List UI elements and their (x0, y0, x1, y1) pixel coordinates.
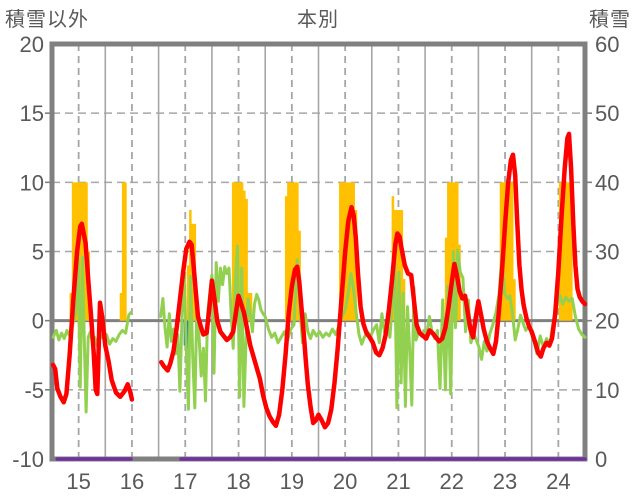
sunshine-bar (449, 182, 452, 321)
x-axis-tick-label: 23 (493, 469, 517, 494)
sunshine-bar (447, 182, 450, 321)
sunshine-bar (510, 182, 514, 321)
sunshine-bar (78, 182, 82, 321)
right-axis-tick-label: 40 (595, 170, 619, 195)
sunshine-bar (287, 182, 290, 321)
sunshine-bar (567, 182, 571, 321)
sunshine-bar (296, 182, 299, 321)
x-axis-tick-label: 16 (120, 469, 144, 494)
sunshine-bar (565, 182, 569, 321)
left-axis-tick-label: 15 (20, 101, 44, 126)
left-axis-tick-label: 10 (20, 170, 44, 195)
temperature-line (50, 131, 588, 430)
sunshine-bar (499, 182, 503, 321)
x-axis-tick-label: 19 (280, 469, 304, 494)
sunshine-bar (249, 293, 253, 321)
sunshine-bar (570, 182, 573, 321)
sunshine-bar (444, 237, 448, 321)
sunshine-bar (563, 182, 566, 321)
sunshine-bar (396, 210, 399, 321)
right-axis-tick-label: 30 (595, 240, 619, 265)
sunshine-bar (121, 182, 125, 321)
sunshine-bar (293, 182, 297, 321)
left-axis-tick-label: 5 (32, 240, 44, 265)
sunshine-bar (453, 182, 457, 321)
sunshine-bar (234, 182, 237, 321)
chart-title: 本別 (297, 9, 339, 31)
sunshine-bar (513, 279, 516, 321)
x-axis-tick-label: 20 (333, 469, 357, 494)
left-axis-title: 積雪以外 (5, 9, 89, 31)
right-axis-tick-label: 10 (595, 378, 619, 403)
sunshine-bar (245, 198, 248, 321)
sunshine-bar (398, 210, 401, 321)
sunshine-bar (506, 182, 509, 321)
sunshine-bar (341, 182, 344, 321)
right-axis-tick-label: 60 (595, 32, 619, 57)
sunshine-bar (238, 182, 242, 321)
sunshine-bar (350, 182, 353, 321)
left-axis-tick-label: 20 (20, 32, 44, 57)
x-axis-tick-label: 24 (546, 469, 570, 494)
right-axis-title: 積雪 (589, 9, 631, 31)
x-axis-tick-label: 18 (226, 469, 250, 494)
sunshine-bar (231, 182, 235, 321)
sunshine-bar (189, 210, 192, 321)
sunshine-bar (124, 182, 127, 321)
sunshine-bar (352, 182, 355, 321)
sunshine-bar (80, 182, 84, 321)
right-axis-tick-label: 20 (595, 309, 619, 334)
left-axis-tick-label: -10 (12, 447, 44, 472)
sunshine-bar (561, 182, 564, 321)
sunshine-bar (119, 293, 123, 321)
sunshine-bar (243, 190, 246, 321)
sunshine-bar (284, 196, 288, 321)
sunshine-bar (400, 210, 404, 321)
left-axis-tick-label: 0 (32, 309, 44, 334)
x-axis-tick-label: 15 (66, 469, 90, 494)
sunshine-bar (508, 182, 512, 321)
sunshine-bar (186, 265, 190, 321)
right-axis-tick-label: 50 (595, 101, 619, 126)
wind-line (51, 244, 587, 414)
sunshine-bar (71, 182, 75, 321)
sunshine-bar (291, 182, 295, 321)
x-axis-tick-label: 17 (173, 469, 197, 494)
x-axis-tick-label: 21 (386, 469, 410, 494)
x-axis-tick-label: 22 (440, 469, 464, 494)
sunshine-bar (339, 182, 342, 321)
right-axis-tick-label: 0 (595, 447, 607, 472)
sunshine-bar (347, 182, 351, 321)
sunshine-bar (289, 182, 292, 321)
left-axis-tick-label: -5 (24, 378, 44, 403)
sunshine-bar (240, 182, 244, 321)
